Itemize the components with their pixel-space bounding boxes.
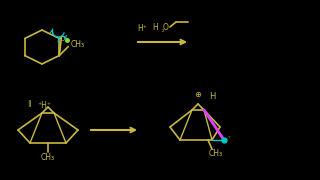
Text: CH₃: CH₃ — [209, 150, 223, 159]
Text: CH₃: CH₃ — [70, 40, 84, 49]
Text: ⊕: ⊕ — [195, 89, 202, 98]
Text: ||: || — [28, 100, 32, 107]
Text: ₂: ₂ — [162, 28, 164, 33]
Text: O: O — [163, 22, 169, 32]
Text: CH₃: CH₃ — [41, 152, 55, 161]
Text: H: H — [209, 91, 215, 100]
Text: ⁺H⁺: ⁺H⁺ — [37, 100, 51, 109]
Text: O: O — [60, 36, 65, 42]
Text: H: H — [152, 22, 158, 32]
Text: ⁺: ⁺ — [228, 136, 231, 141]
Text: H⁺: H⁺ — [137, 24, 147, 33]
